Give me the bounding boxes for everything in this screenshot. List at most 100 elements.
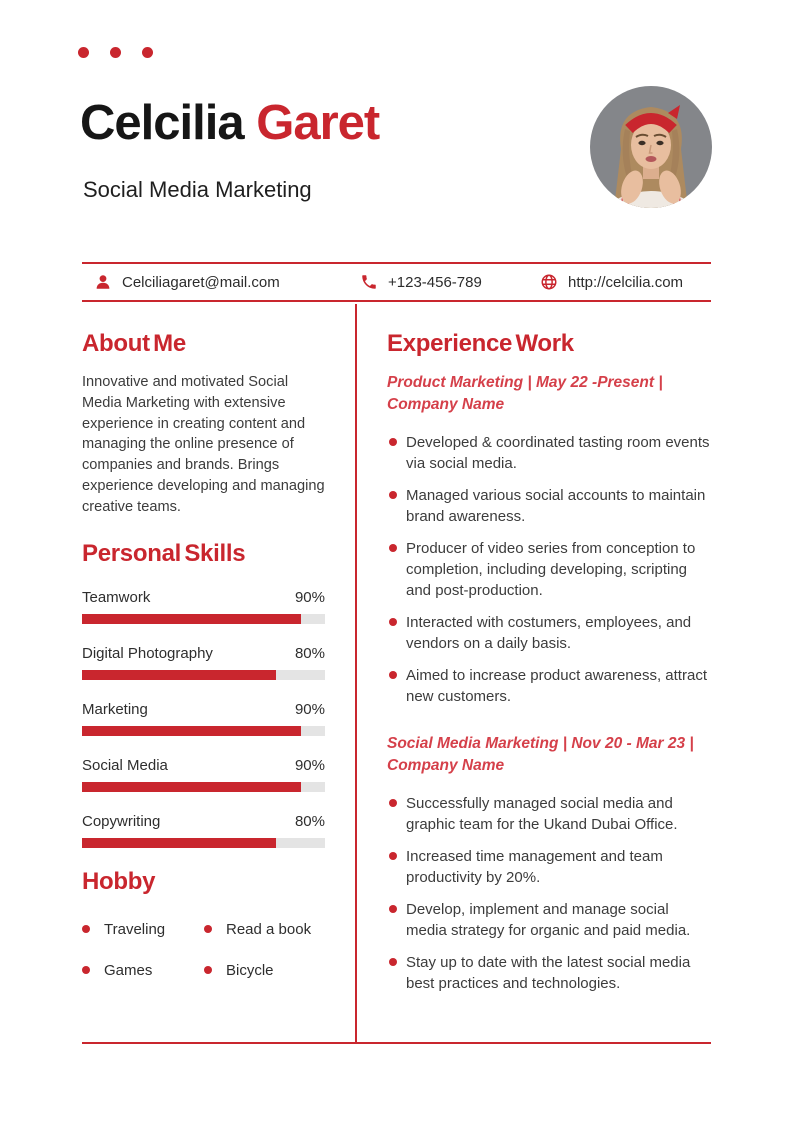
skill-value: 90% [294,700,325,718]
bullet-icon [389,618,397,626]
bullet-icon [389,958,397,966]
bullet-icon [389,799,397,807]
footer-divider [82,1042,711,1044]
bullet-item: Aimed to increase product awareness, att… [387,665,712,707]
experience-title: Experience Work [387,330,574,357]
about-me-text: Innovative and motivated Social Media Ma… [82,374,325,515]
dot-icon [78,47,89,58]
bullet-item: Successfully managed social media and gr… [387,793,712,835]
skill-bar-fill [82,725,301,736]
decorative-dots [78,47,153,58]
bullet-icon [82,925,90,934]
skill-label: Marketing [82,700,148,718]
last-name: Garet [256,96,380,150]
bullet-item: Interacted with costumers, employees, an… [387,612,712,654]
skill-value: 80% [294,812,325,830]
job-entry: Product Marketing | May 22 -Present | Co… [387,372,712,707]
skill-label: Copywriting [82,812,161,830]
hobby-list: Traveling Read a book Games Bicycle [82,920,325,980]
phone-text: +123-456-789 [388,273,482,291]
phone-link[interactable]: +123-456-789 [360,264,482,300]
bullet-icon [204,925,212,934]
hobby-label: Traveling [104,920,166,938]
job-bullets: Successfully managed social media and gr… [387,793,712,994]
dot-icon [110,47,121,58]
skill-bar-track [82,613,325,624]
hobby-item: Bicycle [204,961,325,980]
skill-row: Marketing 90% [82,700,325,736]
about-me-title: About Me [82,330,186,357]
skill-label: Digital Photography [82,644,213,662]
left-column: About Me Innovative and motivated Social… [82,318,325,980]
email-link[interactable]: Celciliagaret@mail.com [94,264,280,300]
profile-photo [590,86,712,208]
bullet-text: Producer of video series from conception… [406,540,696,599]
skill-row: Copywriting 80% [82,812,325,848]
bullet-text: Managed various social accounts to maint… [406,487,706,525]
bullet-text: Interacted with costumers, employees, an… [406,614,692,652]
skill-value: 90% [294,756,325,774]
bullet-text: Developed & coordinated tasting room eve… [406,434,710,472]
bullet-icon [389,544,397,552]
job-title: Social Media Marketing [83,177,312,202]
skill-row: Teamwork 90% [82,588,325,624]
bullet-text: Stay up to date with the latest social m… [406,954,691,992]
hobby-label: Bicycle [226,961,274,979]
skill-bar-fill [82,837,277,848]
column-divider [355,304,357,1042]
hobby-title: Hobby [82,867,156,895]
skill-bar-track [82,669,325,680]
globe-icon [541,274,557,290]
bullet-text: Increased time management and team produ… [406,848,663,886]
first-name: Celcilia [80,96,245,150]
bullet-icon [389,671,397,679]
bullet-item: Developed & coordinated tasting room eve… [387,432,712,474]
job-heading: Social Media Marketing | Nov 20 - Mar 23… [387,735,694,774]
hobby-item: Games [82,961,204,980]
contact-bar: Celciliagaret@mail.com +123-456-789 http… [82,262,711,302]
dot-icon [142,47,153,58]
bullet-text: Successfully managed social media and gr… [406,795,678,833]
bullet-item: Increased time management and team produ… [387,846,712,888]
bullet-text: Aimed to increase product awareness, att… [406,667,707,705]
skill-bar-fill [82,669,277,680]
hobby-item: Traveling [82,920,204,939]
user-icon [96,275,110,289]
skill-value: 90% [294,588,325,606]
bullet-icon [389,905,397,913]
bullet-icon [82,966,90,975]
skill-label: Social Media [82,756,168,774]
hobby-item: Read a book [204,920,325,939]
job-entry: Social Media Marketing | Nov 20 - Mar 23… [387,733,712,994]
skill-label: Teamwork [82,588,151,606]
website-text: http://celcilia.com [568,273,684,291]
skill-bar-track [82,725,325,736]
bullet-item: Producer of video series from conception… [387,538,712,601]
hobby-label: Games [104,961,153,979]
bullet-item: Stay up to date with the latest social m… [387,952,712,994]
bullet-item: Managed various social accounts to maint… [387,485,712,527]
website-link[interactable]: http://celcilia.com [540,264,683,300]
bullet-item: Develop, implement and manage social med… [387,899,712,941]
bullet-icon [389,438,397,446]
person-name: Celcilia Garet [80,94,380,153]
skill-row: Digital Photography 80% [82,644,325,680]
skill-row: Social Media 90% [82,756,325,792]
email-text: Celciliagaret@mail.com [122,273,280,291]
job-bullets: Developed & coordinated tasting room eve… [387,432,712,707]
skill-value: 80% [294,644,325,662]
bullet-icon [389,491,397,499]
personal-skills-title: Personal Skills [82,539,246,567]
job-heading: Product Marketing | May 22 -Present | Co… [387,374,663,413]
skill-bar-fill [82,613,301,624]
bullet-icon [204,966,212,975]
skill-bar-fill [82,781,301,792]
bullet-icon [389,852,397,860]
skill-bar-track [82,837,325,848]
phone-icon [362,275,376,289]
skill-bar-track [82,781,325,792]
bullet-text: Develop, implement and manage social med… [406,901,691,939]
right-column: Experience Work Product Marketing | May … [387,318,712,1005]
hobby-label: Read a book [226,920,312,938]
